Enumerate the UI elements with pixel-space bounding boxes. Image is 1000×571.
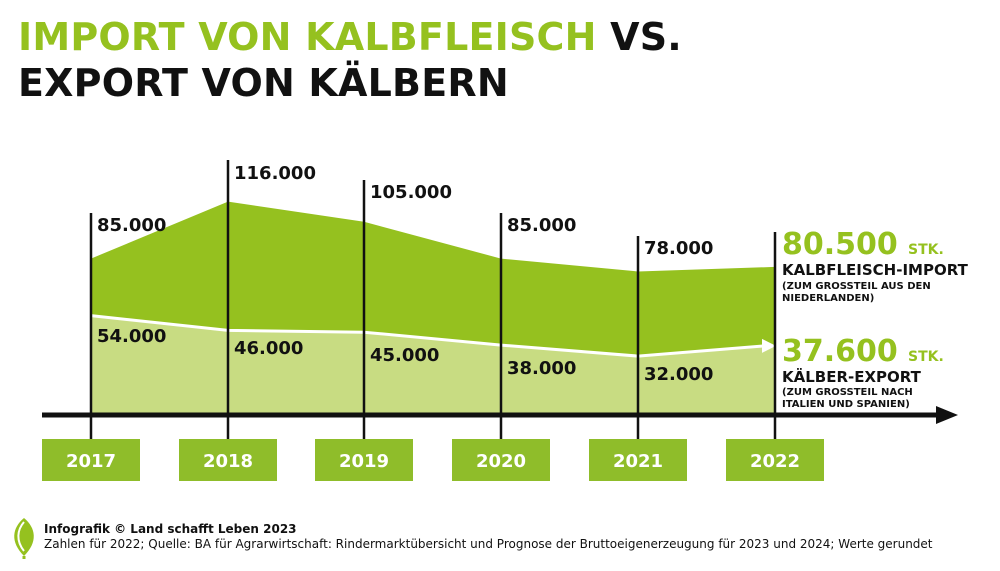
x-tick-label: 2020 — [476, 451, 526, 472]
title-import: IMPORT VON KALBFLEISCH — [18, 15, 597, 59]
x-tick-label: 2022 — [750, 451, 800, 472]
import-label-2019: 105.000 — [370, 182, 452, 203]
footer: Infografik © Land schafft Leben 2023 Zah… — [44, 522, 933, 552]
year-box-2022 — [726, 439, 824, 481]
export-label-2019: 45.000 — [370, 345, 439, 366]
export-total-value: 37.600 — [782, 334, 898, 369]
import-unit: STK. — [908, 242, 944, 258]
year-box-2017 — [42, 439, 140, 481]
export-label-2018: 46.000 — [234, 338, 303, 359]
import-label-2018: 116.000 — [234, 163, 316, 184]
export-series-name: KÄLBER-EXPORT — [782, 367, 922, 386]
import-label-2020: 85.000 — [507, 215, 576, 236]
import-series-name: KALBFLEISCH-IMPORT — [782, 261, 969, 279]
export-trend-line — [90, 314, 767, 358]
x-tick-label: 2019 — [339, 451, 389, 472]
x-tick-label: 2018 — [203, 451, 253, 472]
year-box-2018 — [179, 439, 277, 481]
year-box-2021 — [589, 439, 687, 481]
export-note-line2: ITALIEN UND SPANIEN) — [782, 399, 910, 410]
export-note-line1: (ZUM GROSSTEIL NACH — [782, 387, 913, 398]
import-note-line2: NIEDERLANDEN) — [782, 293, 874, 304]
export-unit: STK. — [908, 349, 944, 365]
x-axis-arrowhead — [936, 406, 958, 424]
export-label-2021: 32.000 — [644, 364, 713, 385]
year-box-2020 — [452, 439, 550, 481]
leaf-icon — [14, 518, 34, 559]
import-label-2017: 85.000 — [97, 215, 166, 236]
x-tick-label: 2021 — [613, 451, 663, 472]
x-tick-label: 2017 — [66, 451, 116, 472]
export-label-2020: 38.000 — [507, 358, 576, 379]
footer-credit: Infografik © Land schafft Leben 2023 — [44, 522, 297, 536]
export-arrowhead — [762, 338, 776, 353]
export-area — [91, 315, 775, 415]
import-label-2021: 78.000 — [644, 238, 713, 259]
footer-source: Zahlen für 2022; Quelle: BA für Agrarwir… — [44, 537, 933, 551]
import-total-value: 80.500 — [782, 227, 898, 262]
export-label-2017: 54.000 — [97, 326, 166, 347]
title-export: EXPORT VON KÄLBERN — [18, 61, 509, 105]
year-box-2019 — [315, 439, 413, 481]
import-note-line1: (ZUM GROSSTEIL AUS DEN — [782, 281, 931, 292]
chart-title: IMPORT VON KALBFLEISCH VS. EXPORT VON KÄ… — [18, 14, 682, 106]
title-vs: VS. — [610, 15, 682, 59]
